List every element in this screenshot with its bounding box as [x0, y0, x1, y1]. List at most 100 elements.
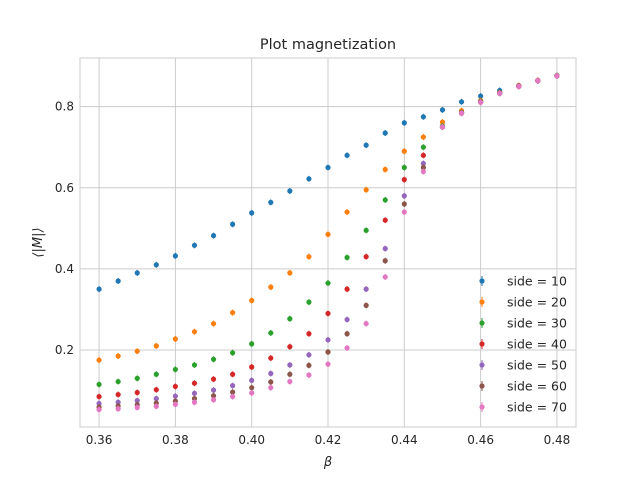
data-point	[96, 406, 102, 413]
y-axis-label: ⟨|M|⟩	[31, 227, 46, 257]
data-point	[287, 371, 293, 377]
legend-item: side = 50	[479, 358, 567, 373]
data-point	[96, 357, 102, 363]
data-point	[172, 383, 178, 390]
data-point	[268, 284, 274, 290]
x-tick-label: 0.44	[391, 433, 418, 447]
data-point	[210, 356, 217, 362]
data-point	[172, 393, 178, 399]
data-point	[420, 152, 426, 158]
legend-item: side = 30	[479, 316, 567, 331]
data-point	[153, 387, 159, 393]
data-point	[153, 396, 159, 402]
legend-marker	[479, 278, 485, 284]
data-point	[191, 399, 198, 405]
data-point	[382, 274, 388, 280]
data-point	[344, 331, 350, 337]
data-point	[363, 286, 369, 292]
data-point	[344, 254, 350, 261]
data-point	[401, 164, 407, 171]
data-point	[230, 371, 236, 377]
legend-marker	[479, 362, 485, 368]
x-tick-label: 0.46	[467, 433, 494, 447]
data-point	[153, 403, 159, 409]
data-point	[249, 210, 255, 216]
data-point	[153, 371, 159, 377]
data-point	[420, 134, 426, 140]
data-point	[497, 90, 503, 96]
data-point	[325, 164, 331, 171]
data-point	[325, 337, 331, 343]
legend-item: side = 70	[479, 400, 567, 415]
legend-label: side = 60	[507, 379, 567, 394]
data-point	[458, 110, 465, 116]
data-point	[382, 166, 388, 173]
data-point	[153, 262, 159, 268]
data-point	[401, 148, 407, 154]
data-point	[382, 130, 388, 136]
data-point	[325, 349, 331, 355]
legend-item: side = 20	[479, 295, 567, 310]
data-point	[249, 385, 255, 391]
data-point	[420, 160, 426, 167]
data-point	[134, 375, 140, 381]
data-point	[268, 199, 274, 205]
data-point	[401, 120, 407, 126]
y-tick-label: 0.6	[55, 181, 74, 195]
data-point	[210, 376, 217, 382]
data-point	[401, 193, 407, 199]
data-point	[191, 380, 198, 386]
legend-marker	[479, 299, 485, 305]
legend-item: side = 60	[479, 379, 567, 394]
data-point	[172, 253, 178, 259]
data-point	[401, 209, 407, 215]
plot-area	[79, 57, 577, 428]
data-point	[306, 362, 312, 368]
data-point	[363, 254, 369, 260]
data-point	[287, 188, 293, 194]
data-point	[96, 381, 102, 388]
data-point	[516, 83, 522, 89]
data-point	[268, 330, 274, 336]
data-point	[230, 389, 236, 395]
data-point	[210, 320, 217, 327]
data-point	[382, 245, 388, 252]
data-point	[287, 362, 293, 368]
data-point	[230, 310, 236, 316]
data-point	[268, 355, 274, 361]
data-point	[172, 401, 178, 407]
legend-label: side = 30	[507, 316, 567, 331]
data-point	[96, 393, 102, 400]
data-point	[249, 377, 255, 383]
y-tick-label: 0.4	[55, 262, 74, 276]
data-point	[268, 379, 274, 385]
data-point	[325, 280, 331, 286]
data-point	[191, 396, 198, 402]
data-point	[439, 107, 446, 113]
data-point	[210, 397, 217, 403]
legend: side = 10 side = 20 side = 30 side = 40 side…	[479, 274, 567, 415]
data-point	[344, 316, 350, 323]
data-point	[420, 144, 426, 150]
data-point	[134, 389, 140, 396]
legend-label: side = 20	[507, 295, 567, 310]
data-point	[115, 278, 121, 284]
data-point	[306, 352, 312, 358]
y-tick-labels: 0.2 0.4 0.6 0.8	[55, 100, 74, 357]
data-point	[306, 299, 312, 305]
data-point	[230, 393, 236, 400]
data-point	[535, 78, 541, 84]
data-point	[382, 197, 388, 203]
data-point	[382, 258, 388, 264]
data-point	[439, 119, 446, 125]
data-point	[458, 99, 465, 105]
series-side-70	[96, 72, 560, 413]
x-tick-label: 0.38	[162, 433, 189, 447]
data-point	[287, 316, 293, 322]
legend-marker	[479, 320, 485, 326]
data-point	[115, 391, 121, 398]
legend-item: side = 40	[479, 337, 567, 352]
data-point	[230, 383, 236, 389]
data-point	[478, 93, 484, 99]
legend-label: side = 40	[507, 337, 567, 352]
